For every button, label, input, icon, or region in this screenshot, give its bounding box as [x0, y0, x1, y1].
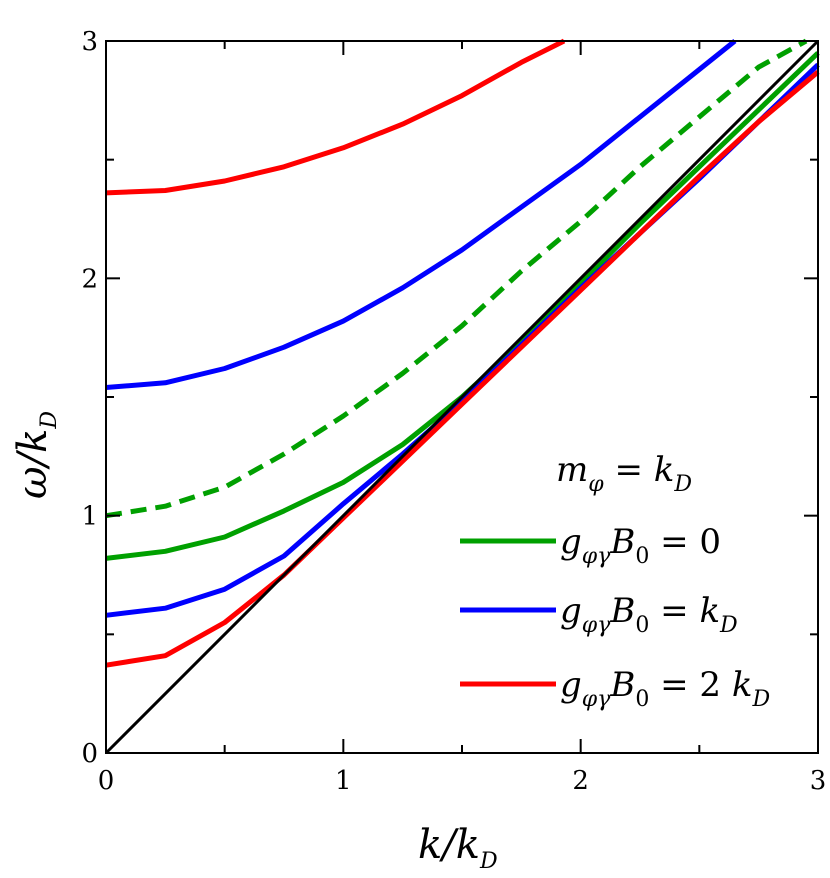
legend-entry-blue-ksub: D [719, 613, 738, 638]
legend-title-main: m [556, 450, 588, 490]
x-axis-label-main: k/k [418, 822, 480, 868]
legend-entry-blue-eq: = [649, 591, 699, 631]
legend-entry-green-gsub: φγ [582, 544, 611, 569]
ticks-layer [106, 41, 818, 753]
legend-entry-green: gφγB0 = 0 [560, 522, 721, 569]
x-axis-label-sub: D [479, 849, 498, 874]
y-tick-label: 0 [81, 739, 98, 769]
legend-entry-blue: gφγB0 = kD [560, 591, 738, 638]
tick-labels-layer: 0 1 2 3 0 1 2 3 [81, 27, 826, 796]
x-axis-label: k/kD [418, 822, 498, 874]
y-tick-label: 3 [81, 27, 98, 57]
x-tick-label: 0 [98, 766, 115, 796]
legend-entry-green-b: B [609, 522, 635, 562]
legend-title-rest: = k [604, 450, 675, 490]
legend-entry-blue-k: k [699, 591, 720, 631]
legend-title: mφ = kD [556, 450, 692, 497]
y-tick-label: 2 [81, 264, 98, 294]
legend-entry-green-bsub: 0 [635, 544, 649, 569]
legend-entry-red: gφγB0 = 2 kD [560, 665, 770, 712]
legend-title-sub2: D [673, 472, 692, 497]
legend: mφ = kD gφγB0 = 0 gφγB0 = kD gφγB0 = 2 k… [460, 450, 770, 712]
legend-entry-red-g: g [560, 665, 582, 705]
series-line-6 [104, 39, 820, 755]
legend-entry-red-b: B [609, 665, 635, 705]
legend-entry-green-eq: = 0 [649, 522, 721, 562]
legend-entry-red-eq: = 2 [649, 665, 732, 705]
x-tick-label: 2 [572, 766, 589, 796]
curves-layer [104, 38, 820, 755]
legend-entry-green-g: g [560, 522, 582, 562]
series-line-3 [105, 39, 737, 390]
x-tick-label: 3 [810, 766, 827, 796]
series-line-5 [105, 38, 566, 196]
series-line-0 [105, 51, 820, 561]
y-tick-label: 1 [81, 502, 98, 532]
legend-entry-blue-b: B [609, 591, 635, 631]
legend-entry-red-ksub: D [751, 687, 770, 712]
y-axis-label-main: ω/k [10, 429, 56, 499]
series-line-4 [105, 69, 820, 668]
y-axis-label-sub: D [37, 411, 62, 430]
legend-entry-blue-g: g [560, 591, 582, 631]
legend-entry-red-bsub: 0 [635, 687, 649, 712]
legend-entry-red-gsub: φγ [582, 687, 611, 712]
legend-entry-red-k: k [732, 665, 753, 705]
legend-title-sub: φ [588, 472, 604, 497]
legend-entry-blue-bsub: 0 [635, 613, 649, 638]
x-tick-label: 1 [335, 766, 352, 796]
series-line-1 [105, 38, 808, 519]
legend-entry-blue-gsub: φγ [582, 613, 611, 638]
y-axis-label: ω/kD [10, 411, 62, 499]
